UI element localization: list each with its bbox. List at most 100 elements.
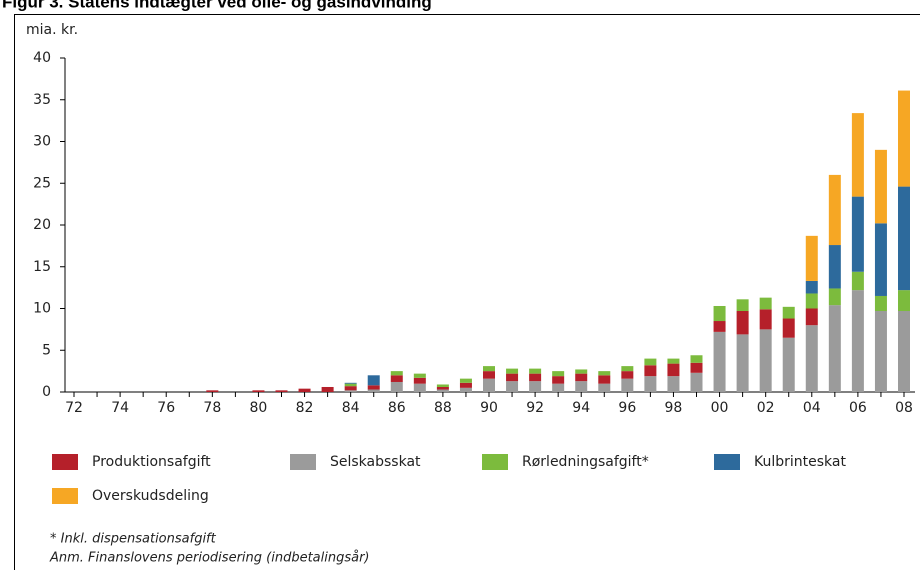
bar-segment bbox=[367, 385, 380, 390]
footnote: Anm. Finanslovens periodisering (indbeta… bbox=[49, 551, 370, 566]
bar-segment bbox=[805, 308, 818, 326]
bar-segment bbox=[736, 311, 749, 335]
bar-segment bbox=[851, 196, 864, 272]
footnote: * Inkl. dispensationsafgift bbox=[50, 532, 217, 547]
bar-segment bbox=[506, 373, 519, 382]
bar-segment bbox=[621, 378, 634, 392]
bar-segment bbox=[413, 377, 426, 384]
bar-segment bbox=[759, 309, 772, 330]
x-tick-label: 88 bbox=[434, 400, 452, 416]
bar-segment bbox=[667, 358, 680, 364]
bar-segment bbox=[713, 321, 726, 332]
bar-segment bbox=[483, 371, 495, 379]
bar-segment bbox=[805, 293, 818, 309]
bar-segment bbox=[851, 271, 864, 291]
x-tick-label: 92 bbox=[526, 400, 544, 416]
bar-segment bbox=[874, 223, 887, 296]
x-tick-label: 84 bbox=[342, 400, 360, 416]
y-tick-label: 35 bbox=[33, 92, 51, 108]
bar-segment bbox=[713, 305, 726, 322]
bar-segment bbox=[436, 384, 449, 387]
bar-segment bbox=[575, 381, 588, 392]
x-tick-label: 72 bbox=[65, 400, 83, 416]
bar-segment bbox=[275, 390, 288, 392]
legend-label: Rørledningsafgift* bbox=[522, 454, 649, 470]
bar-segment bbox=[552, 383, 565, 392]
bar-segment bbox=[782, 318, 795, 338]
legend-swatch bbox=[52, 454, 78, 470]
bar-segment bbox=[621, 366, 634, 372]
bar-segment bbox=[874, 149, 887, 224]
x-tick-label: 98 bbox=[665, 400, 683, 416]
x-tick-label: 80 bbox=[250, 400, 268, 416]
bar-segment bbox=[874, 311, 887, 392]
x-tick-label: 02 bbox=[757, 400, 775, 416]
bar-segment bbox=[898, 311, 910, 392]
bar-segment bbox=[898, 186, 910, 291]
bar-segment bbox=[390, 381, 403, 392]
bar-segment bbox=[252, 390, 265, 392]
bar-segment bbox=[483, 378, 495, 392]
legend-swatch bbox=[52, 488, 78, 504]
bar-segment bbox=[483, 366, 495, 372]
bar-segment bbox=[575, 369, 588, 374]
bar-segment bbox=[782, 306, 795, 319]
bar-segment bbox=[552, 376, 565, 384]
bar-segment bbox=[436, 386, 449, 390]
bar-segment bbox=[598, 371, 611, 376]
bar-segment bbox=[344, 382, 357, 384]
x-tick-label: 90 bbox=[480, 400, 498, 416]
bar-segment bbox=[390, 371, 403, 376]
bar-segment bbox=[898, 90, 910, 187]
y-tick-label: 30 bbox=[33, 134, 51, 150]
bar-segment bbox=[459, 382, 472, 388]
bar-segment bbox=[459, 387, 472, 392]
bar-segment bbox=[413, 373, 426, 378]
x-tick-label: 86 bbox=[388, 400, 406, 416]
bar-segment bbox=[667, 363, 680, 377]
bar-segment bbox=[851, 113, 864, 197]
bar-segment bbox=[805, 280, 818, 294]
bar-segment bbox=[782, 337, 795, 392]
x-tick-label: 06 bbox=[849, 400, 867, 416]
bar-segment bbox=[828, 305, 841, 392]
bar-segment bbox=[759, 297, 772, 310]
legend-label: Kulbrinteskat bbox=[754, 454, 846, 470]
bar-segment bbox=[598, 375, 611, 384]
bar-segment bbox=[413, 383, 426, 392]
bar-segment bbox=[529, 373, 542, 382]
bar-segment bbox=[506, 381, 519, 392]
legend-swatch bbox=[714, 454, 740, 470]
x-tick-label: 94 bbox=[572, 400, 590, 416]
bar-segment bbox=[344, 390, 357, 392]
bar-segment bbox=[759, 329, 772, 392]
bar-segment bbox=[898, 290, 910, 312]
bar-segment bbox=[459, 378, 472, 383]
y-tick-label: 10 bbox=[33, 301, 51, 317]
x-tick-label: 78 bbox=[203, 400, 221, 416]
bar-segment bbox=[805, 235, 818, 281]
bar-segment bbox=[344, 386, 357, 391]
bar-segment bbox=[367, 389, 380, 392]
legend-label: Overskudsdeling bbox=[92, 488, 209, 504]
bar-segment bbox=[736, 299, 749, 312]
x-tick-label: 04 bbox=[803, 400, 821, 416]
bar-segment bbox=[621, 371, 634, 379]
y-tick-label: 15 bbox=[33, 259, 51, 275]
x-tick-label: 82 bbox=[296, 400, 314, 416]
legend-swatch bbox=[482, 454, 508, 470]
bar-segment bbox=[713, 331, 726, 392]
bar-segment bbox=[575, 373, 588, 382]
y-tick-label: 25 bbox=[33, 175, 51, 191]
bar-segment bbox=[874, 295, 887, 312]
bar-segment bbox=[828, 245, 841, 289]
bar-segment bbox=[506, 368, 519, 374]
bar-segment bbox=[598, 383, 611, 392]
bar-segment bbox=[828, 288, 841, 306]
bar-segment bbox=[436, 389, 449, 392]
bar-segment bbox=[644, 365, 657, 377]
x-tick-label: 08 bbox=[895, 400, 913, 416]
bar-segment bbox=[298, 388, 311, 392]
